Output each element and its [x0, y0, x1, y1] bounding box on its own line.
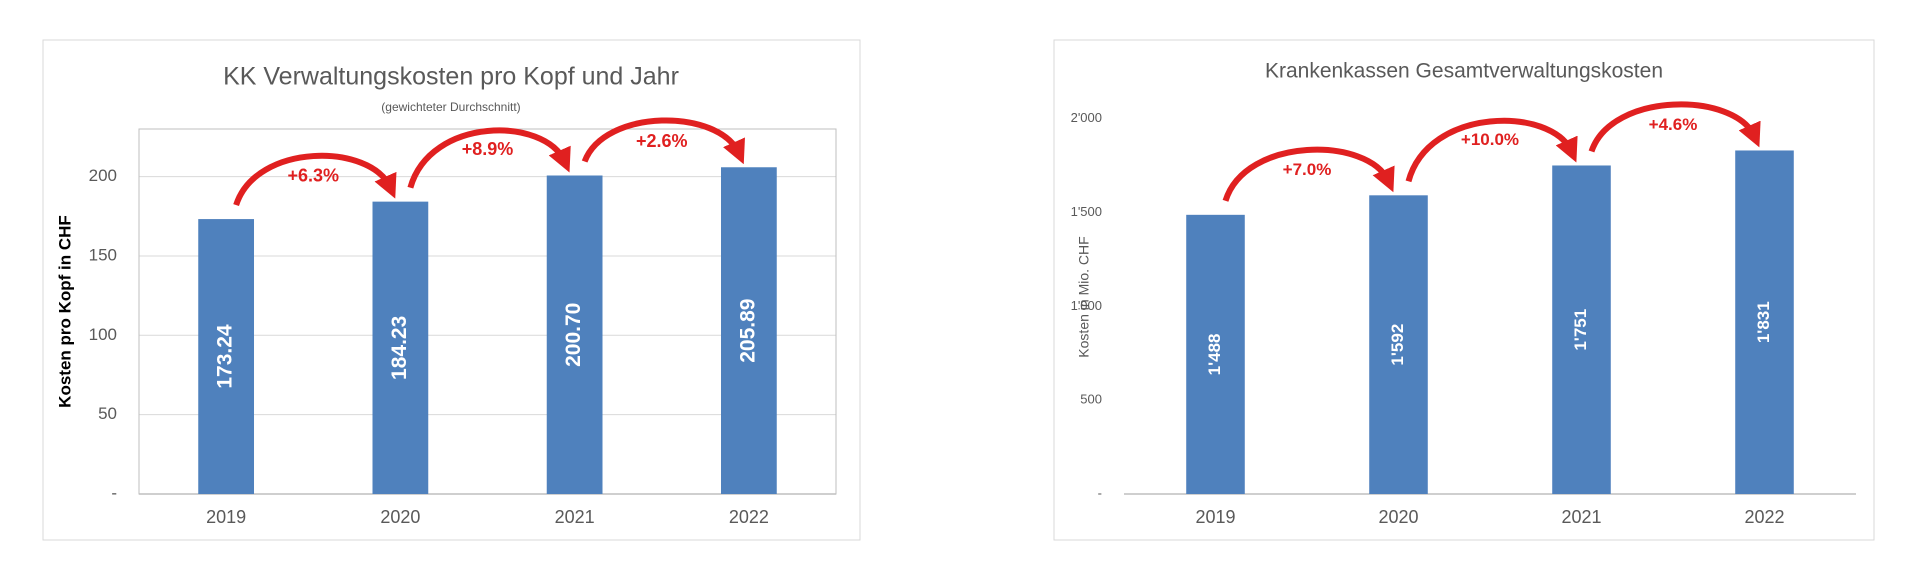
value-label: 200.70 [562, 303, 585, 367]
bar [546, 175, 603, 494]
y-tick-label: 200 [89, 166, 117, 185]
growth-annotation: +8.9% [462, 139, 514, 159]
y-tick-label: 150 [89, 245, 117, 264]
x-tick-label: 2022 [1744, 507, 1784, 527]
bar [198, 219, 255, 494]
y-tick-label: 100 [89, 325, 117, 344]
value-label: 1'592 [1388, 324, 1407, 366]
value-label: 205.89 [736, 299, 759, 363]
value-label: 1'751 [1571, 309, 1590, 351]
y-tick-label: 2'000 [1071, 110, 1102, 125]
growth-arrow [1222, 146, 1395, 202]
chart-title: Krankenkassen Gesamtverwaltungskosten [1265, 60, 1663, 83]
growth-arrow [407, 127, 571, 189]
growth-annotation: +6.3% [287, 165, 339, 185]
y-axis-label: Kosten in Mio. CHF [1076, 236, 1092, 357]
growth-arrow [581, 117, 745, 165]
x-tick-label: 2019 [206, 507, 246, 527]
chart-subtitle: (gewichteter Durchschnitt) [381, 100, 520, 114]
growth-annotation: +4.6% [1649, 115, 1698, 134]
value-label: 184.23 [388, 316, 411, 380]
value-label: 1'831 [1754, 301, 1773, 343]
bar [1186, 214, 1245, 494]
bar [372, 201, 429, 494]
growth-annotation: +2.6% [636, 131, 688, 151]
bar [1552, 165, 1611, 494]
growth-arrow [1588, 101, 1761, 153]
y-axis-label: Kosten pro Kopf in CHF [55, 215, 74, 408]
x-tick-label: 2020 [1378, 507, 1418, 527]
x-tick-label: 2020 [380, 507, 420, 527]
y-tick-label: - [1098, 485, 1102, 500]
value-label: 1'488 [1205, 333, 1224, 375]
growth-arrow [1405, 117, 1578, 183]
y-tick-label: 1'500 [1071, 204, 1102, 219]
x-tick-label: 2022 [729, 507, 769, 527]
y-tick-label: 50 [98, 404, 117, 423]
growth-annotation: +7.0% [1283, 160, 1332, 179]
growth-arrow [233, 152, 397, 207]
x-tick-label: 2021 [555, 507, 595, 527]
bar [1369, 195, 1428, 494]
y-tick-label: 500 [1080, 392, 1102, 407]
bar [1735, 150, 1794, 494]
x-tick-label: 2019 [1195, 507, 1235, 527]
y-tick-label: - [111, 483, 117, 502]
bar [720, 167, 777, 494]
x-tick-label: 2021 [1561, 507, 1601, 527]
value-label: 173.24 [214, 324, 237, 389]
y-tick-label: 1'000 [1071, 298, 1102, 313]
growth-annotation: +10.0% [1461, 130, 1519, 149]
chart-title: KK Verwaltungskosten pro Kopf und Jahr [223, 63, 679, 91]
